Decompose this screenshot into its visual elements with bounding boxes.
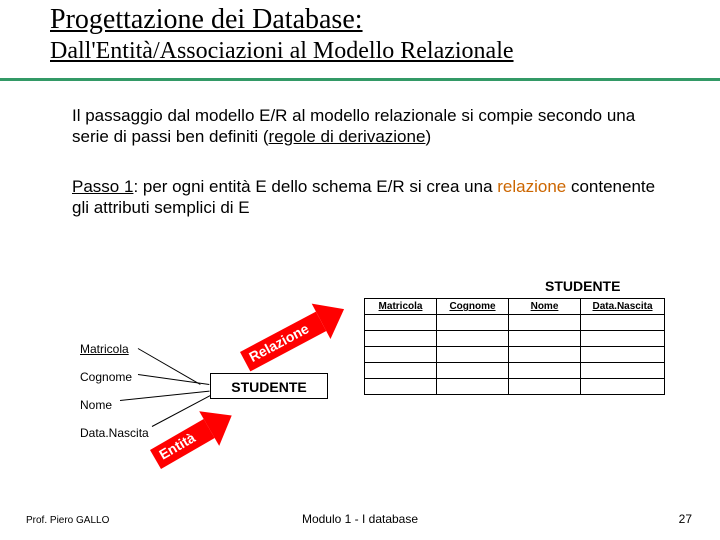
- table-row: [365, 315, 665, 331]
- col-nome: Nome: [509, 299, 581, 315]
- para1-text-c: ): [425, 127, 431, 146]
- relation-table: Matricola Cognome Nome Data.Nascita: [364, 298, 665, 395]
- col-cognome: Cognome: [437, 299, 509, 315]
- step-label: Passo 1: [72, 177, 133, 196]
- table-header-row: Matricola Cognome Nome Data.Nascita: [365, 299, 665, 315]
- attr-nome: Nome: [80, 398, 149, 412]
- footer-module: Modulo 1 - I database: [0, 512, 720, 526]
- paragraph-2: Passo 1: per ogni entità E dello schema …: [50, 176, 670, 219]
- relation-table-title: STUDENTE: [545, 278, 620, 294]
- footer-page-number: 27: [679, 512, 692, 526]
- table-row: [365, 379, 665, 395]
- slide-subtitle: Dall'Entità/Associazioni al Modello Rela…: [50, 38, 670, 65]
- col-datanascita: Data.Nascita: [581, 299, 665, 315]
- paragraph-1: Il passaggio dal modello E/R al modello …: [50, 105, 670, 148]
- horizontal-rule: [0, 78, 720, 81]
- para1-rules-label: regole di derivazione: [269, 127, 426, 146]
- col-matricola: Matricola: [365, 299, 437, 315]
- para2-text-b: : per ogni entità E dello schema E/R si …: [133, 177, 497, 196]
- table-row: [365, 347, 665, 363]
- slide-title: Progettazione dei Database:: [50, 4, 670, 36]
- relazione-highlight: relazione: [497, 177, 566, 196]
- table-row: [365, 331, 665, 347]
- table-row: [365, 363, 665, 379]
- entity-box: STUDENTE: [210, 373, 328, 399]
- attr-datanascita: Data.Nascita: [80, 426, 149, 440]
- attr-cognome: Cognome: [80, 370, 149, 384]
